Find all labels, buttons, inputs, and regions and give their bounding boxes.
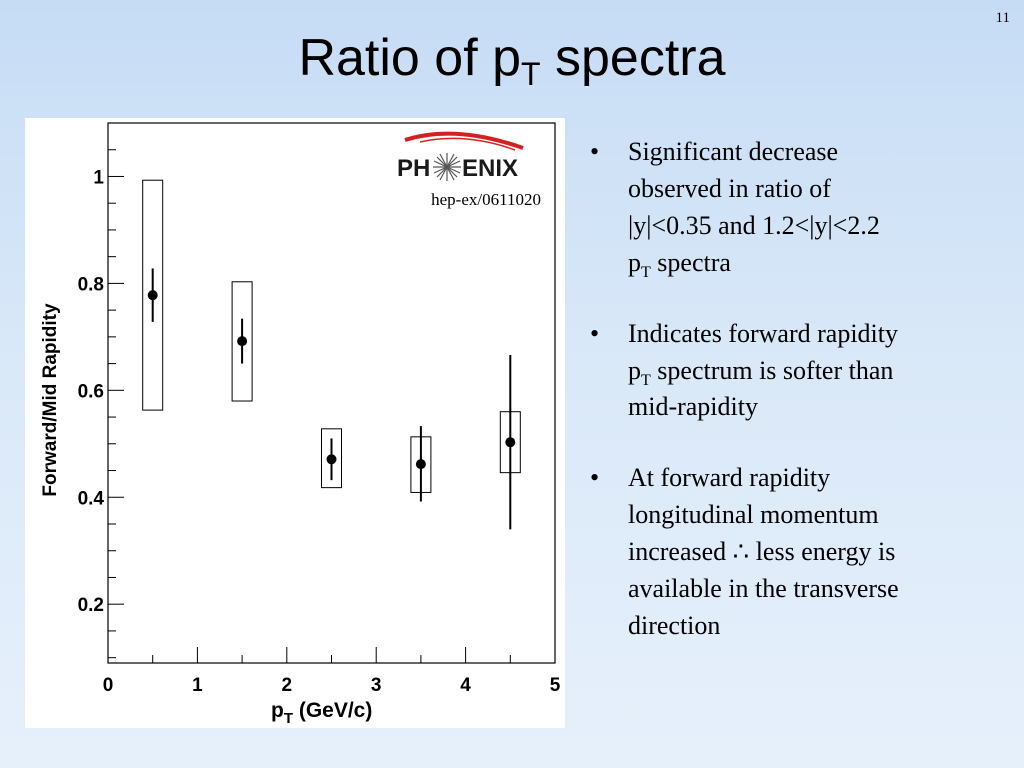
systematic-error-box bbox=[231, 281, 253, 402]
y-axis-label: Forward/Mid Rapidity bbox=[40, 303, 61, 497]
y-tick-label: 0.2 bbox=[78, 595, 104, 616]
x-tick-label: 5 bbox=[550, 675, 561, 696]
bullet-1-line-4-after: spectra bbox=[650, 247, 731, 277]
bullet-1-line-4-base: p bbox=[628, 247, 641, 277]
bullet-dot-icon: • bbox=[590, 463, 600, 493]
data-point bbox=[147, 290, 158, 301]
logo-star-icon bbox=[433, 153, 461, 181]
bullet-3-line-5: direction bbox=[628, 610, 721, 640]
ticks-layer bbox=[107, 149, 556, 663]
title-rest: spectra bbox=[540, 29, 726, 87]
labels-layer: 0 1 2 3 4 5 0.2 0.4 0.6 0.8 1 bbox=[78, 167, 561, 696]
bullet-dot-icon: • bbox=[590, 137, 600, 166]
reference-annotation: hep-ex/0611020 bbox=[431, 190, 541, 209]
bullet-2-line-1: Indicates forward rapidity bbox=[628, 318, 899, 348]
bullet-3-line-2: longitudinal momentum bbox=[628, 500, 879, 530]
bullet-1-line-1: Significant decrease bbox=[628, 137, 839, 166]
logo-arc-thin-icon bbox=[419, 137, 516, 151]
systematic-error-box bbox=[142, 179, 164, 411]
bullet-1-line-2: observed in ratio of bbox=[628, 173, 831, 203]
slide-title: Ratio of pT spectra bbox=[0, 29, 1024, 90]
data-point bbox=[415, 459, 426, 470]
x-axis-label-sub: T bbox=[284, 710, 293, 727]
bullet-1-line-3: |y|<0.35 and 1.2<|y|<2.2 bbox=[628, 210, 880, 240]
bullet-dot-icon: • bbox=[590, 318, 600, 348]
ratio-chart: 0 1 2 3 4 5 0.2 0.4 0.6 0.8 1 PH ENIX hep-ex/06110… bbox=[40, 122, 561, 727]
bullet-3-line-3: increased ∴ less energy is bbox=[628, 537, 896, 567]
chart-panel: 0 1 2 3 4 5 0.2 0.4 0.6 0.8 1 PH ENIX hep-ex/06110… bbox=[25, 118, 565, 728]
logo-text-right: ENIX bbox=[462, 155, 518, 182]
x-tick-label: 4 bbox=[460, 675, 471, 696]
logo-arc-icon bbox=[404, 131, 524, 150]
bullet-2-line-2-sub: T bbox=[641, 371, 651, 389]
data-point bbox=[237, 336, 248, 347]
phenix-logo: PH ENIX bbox=[397, 131, 524, 182]
bullet-item-2: • Indicates forward rapidity pT spectrum i… bbox=[590, 316, 1000, 427]
bullet-3-line-4: available in the transverse bbox=[628, 574, 899, 604]
x-tick-label: 0 bbox=[103, 675, 114, 696]
y-tick-label: 0.4 bbox=[78, 488, 105, 509]
data-point bbox=[505, 437, 516, 448]
bullet-2-line-2-base: p bbox=[628, 355, 641, 385]
x-axis-label: pT (GeV/c) bbox=[271, 699, 372, 727]
systematic-error-box bbox=[321, 428, 342, 489]
x-tick-label: 3 bbox=[371, 675, 382, 696]
title-subscript: T bbox=[521, 56, 541, 92]
x-tick-label: 2 bbox=[282, 675, 293, 696]
x-axis-label-rest: (GeV/c) bbox=[293, 699, 372, 722]
bullet-list: • Significant decrease observed in ratio o… bbox=[590, 134, 1000, 679]
bullet-item-3: • At forward rapidity longitudinal momentu… bbox=[590, 460, 1000, 645]
slide-number: 11 bbox=[995, 10, 1010, 26]
bullet-3-line-1: At forward rapidity bbox=[628, 463, 831, 493]
bullet-item-1: • Significant decrease observed in ratio o… bbox=[590, 134, 1000, 282]
marks-layer bbox=[142, 179, 521, 530]
data-point bbox=[326, 454, 337, 465]
x-axis-label-main: p bbox=[271, 699, 284, 722]
title-main: Ratio of p bbox=[298, 29, 522, 87]
y-tick-label: 0.8 bbox=[78, 274, 104, 295]
bullet-1-line-4-sub: T bbox=[641, 263, 651, 281]
y-tick-label: 0.6 bbox=[78, 381, 104, 402]
bullet-2-line-3: mid-rapidity bbox=[628, 392, 758, 422]
logo-text-left: PH bbox=[397, 155, 430, 182]
x-tick-label: 1 bbox=[192, 675, 203, 696]
bullet-2-line-2-after: spectrum is softer than bbox=[650, 355, 894, 385]
y-tick-label: 1 bbox=[93, 167, 104, 188]
